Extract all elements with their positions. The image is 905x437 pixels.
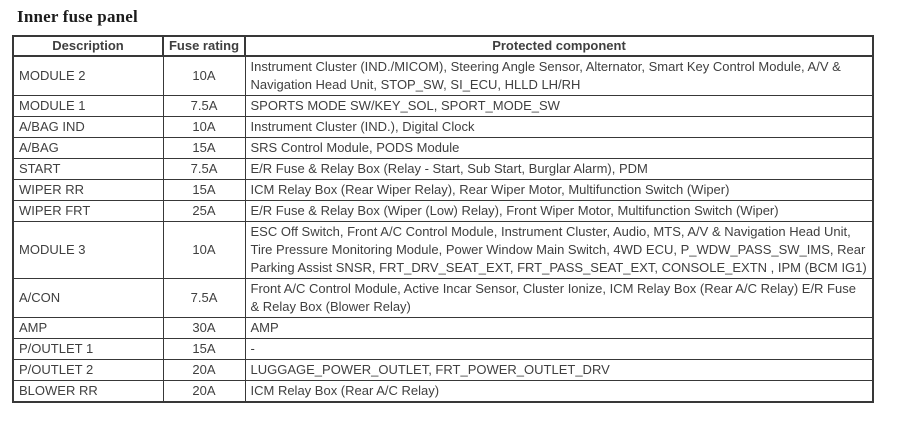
table-row: P/OUTLET 1 15A - bbox=[12, 338, 874, 360]
inner-fuse-panel-table: Description Fuse rating Protected compon… bbox=[12, 35, 874, 403]
table-row: WIPER RR 15A ICM Relay Box (Rear Wiper Rel… bbox=[12, 179, 874, 201]
table-row: P/OUTLET 2 20A LUGGAGE_POWER_OUTLET, FRT_P… bbox=[12, 359, 874, 381]
fuse-description-cell: AMP bbox=[12, 317, 164, 339]
protected-component-cell: ICM Relay Box (Rear Wiper Relay), Rear W… bbox=[244, 179, 874, 201]
col-header-description: Description bbox=[12, 35, 164, 57]
fuse-description-cell: P/OUTLET 1 bbox=[12, 338, 164, 360]
fuse-description-cell: START bbox=[12, 158, 164, 180]
fuse-rating-cell: 7.5A bbox=[162, 278, 246, 318]
fuse-rating-cell: 7.5A bbox=[162, 158, 246, 180]
table-row: A/BAG 15A SRS Control Module, PODS Module bbox=[12, 137, 874, 159]
fuse-rating-cell: 10A bbox=[162, 221, 246, 279]
fuse-description-cell: P/OUTLET 2 bbox=[12, 359, 164, 381]
table-row: A/CON 7.5A Front A/C Control Module, Activ… bbox=[12, 278, 874, 318]
table-row: WIPER FRT 25A E/R Fuse & Relay Box (Wiper … bbox=[12, 200, 874, 222]
protected-component-cell: Front A/C Control Module, Active Incar S… bbox=[244, 278, 874, 318]
protected-component-cell: - bbox=[244, 338, 874, 360]
table-row: MODULE 1 7.5A SPORTS MODE SW/KEY_SOL, SPOR… bbox=[12, 95, 874, 117]
table-row: A/BAG IND 10A Instrument Cluster (IND.), D… bbox=[12, 116, 874, 138]
fuse-description-cell: WIPER FRT bbox=[12, 200, 164, 222]
protected-component-cell: SRS Control Module, PODS Module bbox=[244, 137, 874, 159]
protected-component-cell: E/R Fuse & Relay Box (Wiper (Low) Relay)… bbox=[244, 200, 874, 222]
fuse-rating-cell: 10A bbox=[162, 116, 246, 138]
table-header-row: Description Fuse rating Protected compon… bbox=[12, 35, 874, 57]
fuse-description-cell: BLOWER RR bbox=[12, 380, 164, 403]
protected-component-cell: ESC Off Switch, Front A/C Control Module… bbox=[244, 221, 874, 279]
fuse-rating-cell: 30A bbox=[162, 317, 246, 339]
fuse-description-cell: MODULE 2 bbox=[12, 55, 164, 96]
fuse-rating-cell: 20A bbox=[162, 380, 246, 403]
fuse-rating-cell: 15A bbox=[162, 137, 246, 159]
col-header-fuse-rating: Fuse rating bbox=[162, 35, 246, 57]
fuse-rating-cell: 20A bbox=[162, 359, 246, 381]
fuse-rating-cell: 15A bbox=[162, 179, 246, 201]
table-row: BLOWER RR 20A ICM Relay Box (Rear A/C Rela… bbox=[12, 380, 874, 403]
fuse-description-cell: A/BAG IND bbox=[12, 116, 164, 138]
fuse-description-cell: MODULE 1 bbox=[12, 95, 164, 117]
protected-component-cell: Instrument Cluster (IND.), Digital Clock bbox=[244, 116, 874, 138]
protected-component-cell: ICM Relay Box (Rear A/C Relay) bbox=[244, 380, 874, 403]
protected-component-cell: AMP bbox=[244, 317, 874, 339]
page-title: Inner fuse panel bbox=[17, 7, 138, 26]
fuse-rating-cell: 15A bbox=[162, 338, 246, 360]
fuse-description-cell: A/BAG bbox=[12, 137, 164, 159]
table-row: AMP 30A AMP bbox=[12, 317, 874, 339]
fuse-rating-cell: 7.5A bbox=[162, 95, 246, 117]
protected-component-cell: Instrument Cluster (IND./MICOM), Steerin… bbox=[244, 55, 874, 96]
fuse-table-body: MODULE 2 10A Instrument Cluster (IND./MICO… bbox=[12, 55, 874, 403]
fuse-description-cell: A/CON bbox=[12, 278, 164, 318]
col-header-protected-component: Protected component bbox=[244, 35, 874, 57]
protected-component-cell: SPORTS MODE SW/KEY_SOL, SPORT_MODE_SW bbox=[244, 95, 874, 117]
table-row: MODULE 2 10A Instrument Cluster (IND./MICO… bbox=[12, 55, 874, 96]
fuse-description-cell: WIPER RR bbox=[12, 179, 164, 201]
protected-component-cell: LUGGAGE_POWER_OUTLET, FRT_POWER_OUTLET_D… bbox=[244, 359, 874, 381]
manual-page: Inner fuse panel Description Fuse rating… bbox=[0, 7, 905, 403]
fuse-rating-cell: 10A bbox=[162, 55, 246, 96]
table-row: MODULE 3 10A ESC Off Switch, Front A/C Con… bbox=[12, 221, 874, 279]
fuse-rating-cell: 25A bbox=[162, 200, 246, 222]
fuse-description-cell: MODULE 3 bbox=[12, 221, 164, 279]
protected-component-cell: E/R Fuse & Relay Box (Relay - Start, Sub… bbox=[244, 158, 874, 180]
table-row: START 7.5A E/R Fuse & Relay Box (Relay - S… bbox=[12, 158, 874, 180]
